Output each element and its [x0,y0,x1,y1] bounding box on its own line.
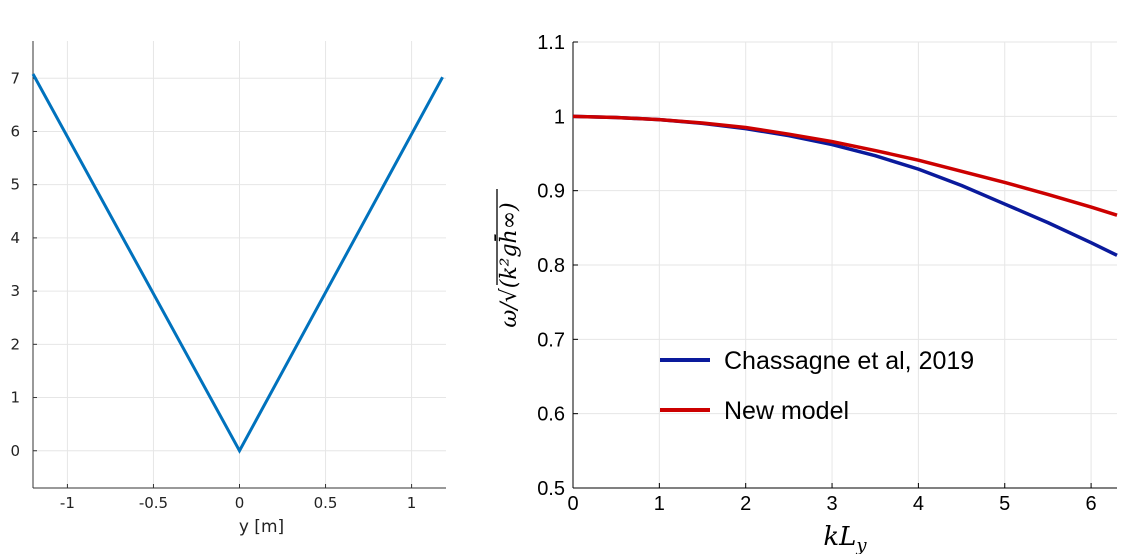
y-tick-label: 4 [10,229,20,247]
chart-left-profile: -1 -0.5 0 0.5 1 0 1 2 3 4 5 6 7 y [m] [10,41,446,537]
y-tick-label: 3 [10,282,20,300]
x-tick-label: 4 [913,493,924,515]
legend-label: Chassagne et al, 2019 [724,347,974,375]
y-tick-label: 2 [10,335,20,353]
y-tick-label: 6 [10,122,20,140]
x-axis-label: y [m] [239,517,284,537]
legend: Chassagne et al, 2019 New model [660,347,974,425]
y-tick-label: 0.6 [537,404,565,426]
x-tick-label: 3 [826,493,837,515]
y-tick-label: 0.9 [537,181,565,203]
legend-label: New model [724,397,849,425]
y-tick-label: 5 [10,176,20,194]
x-tick-label: 0 [567,493,578,515]
chart-right-dispersion: 0 1 2 3 4 5 6 0.5 0.6 0.7 0.8 0.9 1 1.1 kLy ω/√(k²gh̄∞)… [494,32,1118,554]
x-tick-label: 1 [654,493,665,515]
x-tick-label: -1 [60,494,75,512]
x-tick-label: 1 [407,494,417,512]
y-axis-label: ω/√(k²gh̄∞) [494,189,522,328]
y-tick-label: 1.1 [537,32,565,54]
x-tick-label: 5 [999,493,1010,515]
series-line-new-model [572,114,1118,217]
x-tick-label: 6 [1086,493,1097,515]
y-axis-label-text: ω/√(k²gh̄∞) [494,202,522,327]
x-tick-label: -0.5 [139,494,168,512]
y-tick-label: 7 [10,69,20,87]
grid [33,41,446,488]
x-tick-label: 2 [740,493,751,515]
series-line-chassagne [572,114,1118,257]
x-tick-label: 0.5 [314,494,338,512]
y-tick-label: 0.8 [537,255,565,277]
x-axis-label: kLy [823,522,867,554]
y-tick-label: 1 [554,106,565,128]
y-tick-label: 0.5 [537,478,565,500]
y-tick-label: 0 [10,442,20,460]
y-tick-label: 0.7 [537,329,565,351]
x-tick-label: 0 [235,494,245,512]
series-line-profile [31,73,444,454]
y-tick-label: 1 [10,389,20,407]
